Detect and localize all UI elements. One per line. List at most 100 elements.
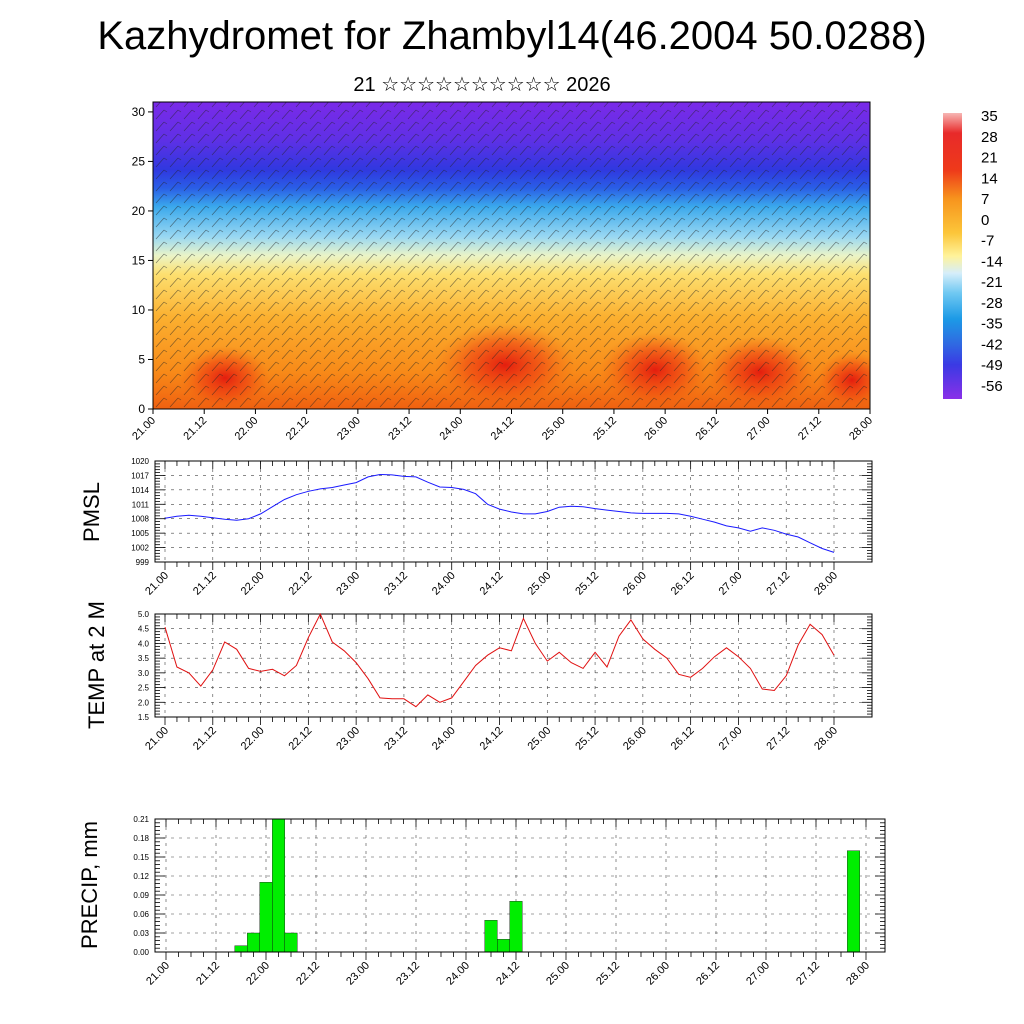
chart-title: Kazhydromet for Zhambyl14(46.2004 50.028… bbox=[97, 14, 927, 58]
chart-subtitle: 21 ☆☆☆☆☆☆☆☆☆☆ 2026 bbox=[353, 74, 611, 96]
pmsl-grid bbox=[155, 460, 872, 570]
x-tick-label: 26.00 bbox=[621, 725, 649, 753]
y-tick-label: 5.0 bbox=[138, 610, 150, 619]
colorbar-label: 7 bbox=[981, 191, 989, 208]
y-tick-label: 4.0 bbox=[138, 639, 150, 648]
colorbar-label: 35 bbox=[981, 108, 998, 125]
x-tick-label: 23.00 bbox=[344, 960, 372, 988]
colorbar-label: -28 bbox=[981, 295, 1003, 312]
pmsl-frame bbox=[154, 460, 873, 563]
y-tick-label: 1008 bbox=[131, 515, 149, 524]
precip-bar bbox=[234, 945, 248, 953]
colorbar-ramp bbox=[943, 113, 962, 399]
colorbar-label: 14 bbox=[981, 170, 998, 187]
pmsl-y-label: PMSL bbox=[79, 482, 104, 542]
precip-bars bbox=[234, 818, 860, 953]
x-tick-label: 25.12 bbox=[594, 960, 622, 988]
x-tick-label: 24.00 bbox=[444, 960, 472, 988]
heatmap-x-tick-label: 26.00 bbox=[642, 415, 670, 443]
y-tick-label: 4.5 bbox=[138, 625, 150, 634]
heatmap-y-tick-label: 25 bbox=[132, 154, 146, 168]
colorbar-label: -56 bbox=[981, 378, 1003, 395]
x-tick-label: 21.12 bbox=[191, 725, 219, 753]
pmsl-y-axis: 999 1002 1005 1008 1011 1014 1017 1020 bbox=[131, 457, 149, 567]
y-tick-label: 3.5 bbox=[138, 654, 150, 663]
colorbar-label: 0 bbox=[981, 212, 989, 229]
x-tick-label: 27.00 bbox=[717, 570, 745, 598]
heatmap-x-tick-label: 22.12 bbox=[284, 415, 312, 443]
x-tick-label: 21.00 bbox=[144, 960, 172, 988]
x-tick-label: 22.12 bbox=[294, 960, 322, 988]
x-tick-label: 27.12 bbox=[764, 725, 792, 753]
heatmap-y-tick-label: 15 bbox=[132, 253, 146, 267]
x-tick-label: 28.00 bbox=[812, 725, 840, 753]
colorbar: 35 28 21 14 7 0 -7 -14 -21 -28 -35 -42 -49 -56 bbox=[943, 108, 1003, 399]
x-tick-label: 23.00 bbox=[334, 570, 362, 598]
x-tick-label: 26.12 bbox=[669, 725, 697, 753]
heatmap-x-tick-label: 23.12 bbox=[386, 415, 414, 443]
x-tick-label: 25.00 bbox=[544, 960, 572, 988]
temp-y-axis: 1.5 2.0 2.5 3.0 3.5 4.0 4.5 5.0 bbox=[138, 610, 150, 722]
x-tick-label: 21.00 bbox=[143, 725, 171, 753]
heatmap-panel: 0 5 10 15 20 25 30 21.00 21.12 22.00 22.12 23.00 23… bbox=[130, 101, 875, 443]
x-tick-label: 26.12 bbox=[669, 570, 697, 598]
precip-bar bbox=[847, 850, 860, 953]
colorbar-label: -35 bbox=[981, 316, 1003, 333]
x-tick-label: 23.12 bbox=[382, 570, 410, 598]
heatmap-y-axis: 0 5 10 15 20 25 30 bbox=[132, 105, 153, 416]
x-tick-label: 24.00 bbox=[430, 570, 458, 598]
x-tick-label: 22.00 bbox=[239, 725, 267, 753]
x-tick-label: 26.00 bbox=[644, 960, 672, 988]
heatmap-x-tick-label: 28.00 bbox=[847, 415, 875, 443]
y-tick-label: 3.0 bbox=[138, 669, 150, 678]
y-tick-label: 1014 bbox=[131, 486, 149, 495]
x-tick-label: 28.00 bbox=[812, 570, 840, 598]
y-tick-label: 1002 bbox=[131, 544, 149, 553]
colorbar-label: -14 bbox=[981, 253, 1003, 270]
x-tick-label: 27.12 bbox=[764, 570, 792, 598]
x-tick-label: 22.12 bbox=[287, 725, 315, 753]
precip-bar bbox=[509, 901, 523, 953]
colorbar-label: 21 bbox=[981, 150, 998, 167]
y-tick-label: 2.0 bbox=[138, 698, 150, 707]
heatmap-x-tick-label: 24.00 bbox=[437, 415, 465, 443]
heatmap-y-tick-label: 10 bbox=[132, 303, 146, 317]
x-tick-label: 27.12 bbox=[794, 960, 822, 988]
y-tick-label: 0.18 bbox=[133, 834, 149, 843]
wind-barbs-overlay bbox=[153, 102, 870, 409]
precip-bar bbox=[247, 932, 261, 953]
heatmap-x-tick-label: 22.00 bbox=[233, 415, 261, 443]
y-tick-label: 1005 bbox=[131, 529, 149, 538]
heatmap-y-tick-label: 30 bbox=[132, 105, 146, 119]
y-tick-label: 0.09 bbox=[133, 891, 149, 900]
y-tick-label: 0.00 bbox=[133, 948, 149, 957]
colorbar-labels: 35 28 21 14 7 0 -7 -14 -21 -28 -35 -42 -49 -56 bbox=[981, 108, 1003, 395]
y-tick-label: 999 bbox=[136, 558, 150, 567]
precip-bar bbox=[272, 818, 285, 953]
heatmap-y-tick-label: 0 bbox=[138, 402, 145, 416]
precip-bar bbox=[497, 939, 510, 953]
y-tick-label: 0.21 bbox=[133, 815, 149, 824]
x-tick-label: 26.00 bbox=[621, 570, 649, 598]
heatmap-x-tick-label: 25.12 bbox=[591, 415, 619, 443]
heatmap-x-tick-label: 27.12 bbox=[796, 415, 824, 443]
pmsl-series-line bbox=[164, 473, 835, 553]
x-tick-label: 24.00 bbox=[430, 725, 458, 753]
precip-y-axis: 0.00 0.03 0.06 0.09 0.12 0.15 0.18 0.21 bbox=[133, 815, 149, 957]
y-tick-label: 1.5 bbox=[138, 713, 150, 722]
y-tick-label: 1017 bbox=[131, 471, 149, 480]
heatmap-x-tick-label: 25.00 bbox=[540, 415, 568, 443]
y-tick-label: 0.15 bbox=[133, 853, 149, 862]
x-tick-label: 27.00 bbox=[717, 725, 745, 753]
heatmap-x-tick-label: 27.00 bbox=[745, 415, 773, 443]
x-tick-label: 24.12 bbox=[478, 570, 506, 598]
heatmap-y-tick-label: 20 bbox=[132, 204, 146, 218]
colorbar-label: -7 bbox=[981, 233, 994, 250]
heatmap-x-tick-label: 26.12 bbox=[694, 415, 722, 443]
heatmap-x-tick-label: 21.12 bbox=[181, 415, 209, 443]
pmsl-x-axis: 21.00 21.12 22.00 22.12 23.00 23.12 24.00 24.12… bbox=[143, 570, 840, 598]
precip-x-axis: 21.00 21.12 22.00 22.12 23.00 23.12 24.00 24.12… bbox=[144, 960, 872, 988]
colorbar-label: -49 bbox=[981, 357, 1003, 374]
temp-panel: 1.5 2.0 2.5 3.0 3.5 4.0 4.5 5.0 21.00 21.12 22.00… bbox=[84, 601, 873, 753]
